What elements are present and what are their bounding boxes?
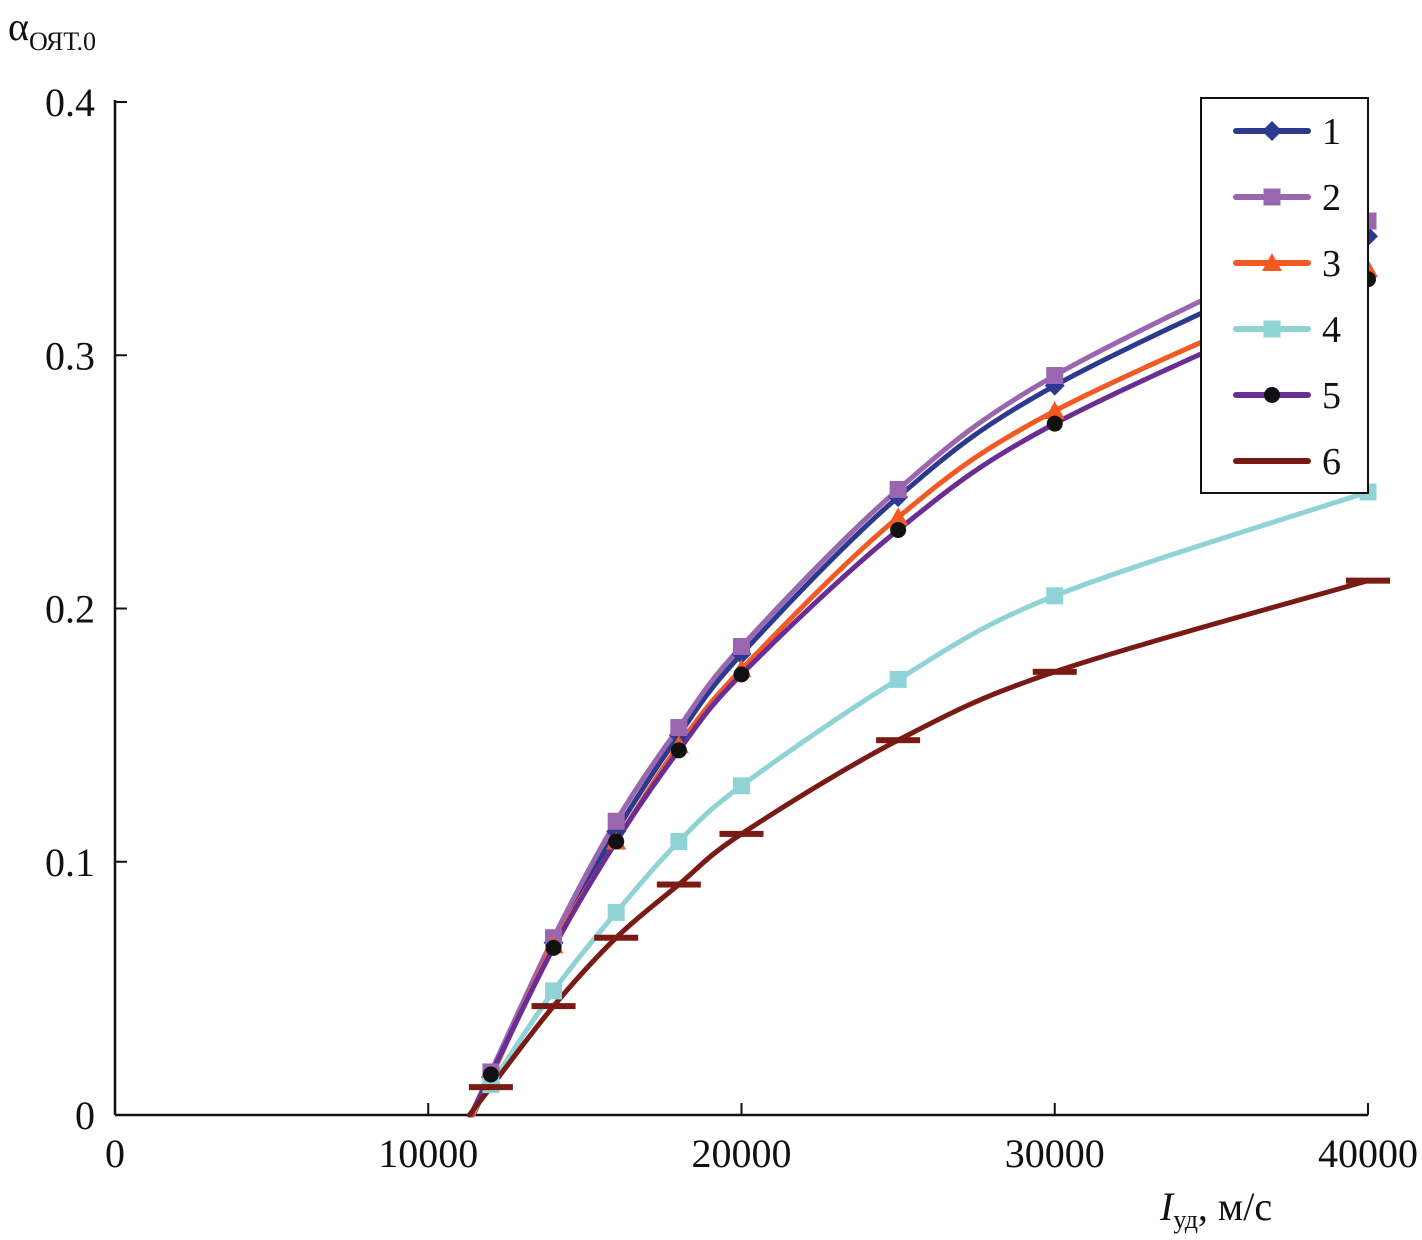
series-line-6 — [466, 578, 1371, 1118]
data-point-5 — [482, 1066, 499, 1083]
data-point-6 — [1346, 577, 1390, 584]
legend-label: 1 — [1322, 111, 1341, 153]
y-tick-label: 0.4 — [45, 80, 95, 125]
legend-item-6: 6 — [1233, 441, 1341, 483]
data-point-6 — [594, 934, 639, 941]
data-point-4 — [889, 670, 907, 688]
x-tick-label: 30000 — [1005, 1131, 1105, 1176]
legend-swatch-marker — [1263, 320, 1281, 338]
data-point-3 — [1044, 400, 1065, 419]
legend-swatch-marker — [1262, 121, 1282, 141]
data-point-5 — [890, 521, 907, 538]
axes — [113, 100, 1368, 1117]
data-point-5 — [733, 666, 750, 683]
data-point-6 — [531, 1003, 576, 1010]
data-point-5 — [1046, 415, 1063, 432]
legend-label: 4 — [1322, 309, 1341, 351]
legend-item-1: 1 — [1233, 111, 1341, 153]
x-axis-title-sub: уд — [1173, 1205, 1198, 1234]
data-point-6 — [1032, 668, 1077, 675]
data-point-5 — [670, 742, 687, 759]
legend: 1 2 3 4 5 6 — [1200, 97, 1369, 494]
data-point-6 — [719, 830, 764, 837]
legend-item-5: 5 — [1233, 375, 1341, 417]
legend-item-3: 3 — [1233, 243, 1341, 285]
series-line-4 — [468, 489, 1371, 1118]
ticks — [114, 101, 1369, 1116]
data-point-5 — [545, 939, 562, 956]
y-tick-label: 0.1 — [45, 840, 95, 885]
legend-swatch-marker — [1264, 387, 1280, 403]
data-point-5 — [608, 833, 625, 850]
tick-labels: 0 10000 20000 30000 40000 0 0.1 0.2 0.3 0.4 — [45, 80, 1418, 1176]
x-axis-title-unit: , м/с — [1198, 1184, 1272, 1229]
legend-label: 2 — [1322, 177, 1341, 219]
data-point-4 — [733, 777, 750, 795]
data-point-2 — [670, 719, 688, 737]
data-point-2 — [889, 480, 907, 498]
x-axis-title-main: I — [1159, 1184, 1175, 1229]
y-axis-title-main: α — [8, 4, 29, 49]
y-tick-label: 0 — [75, 1093, 95, 1138]
data-point-4 — [607, 903, 625, 921]
data-point-6 — [468, 1084, 513, 1091]
data-point-4 — [670, 832, 688, 850]
legend-item-2: 2 — [1233, 177, 1341, 219]
x-axis-title: Iуд, м/с — [1159, 1184, 1272, 1234]
x-tick-label: 20000 — [692, 1131, 792, 1176]
legend-label: 5 — [1322, 375, 1341, 417]
data-point-6 — [656, 881, 701, 888]
legend-label: 3 — [1322, 243, 1341, 285]
legend-box — [1200, 97, 1369, 494]
y-tick-label: 0.2 — [45, 587, 95, 632]
legend-swatch-marker — [1262, 253, 1282, 271]
x-tick-label: 40000 — [1318, 1131, 1418, 1176]
y-axis-title-sub: ОЯТ.0 — [29, 27, 96, 56]
data-point-3 — [888, 507, 909, 526]
data-point-4 — [545, 982, 563, 1000]
data-point-4 — [1046, 587, 1064, 605]
x-tick-label: 10000 — [378, 1131, 478, 1176]
data-point-2 — [1046, 367, 1064, 385]
legend-label: 6 — [1322, 441, 1341, 483]
y-axis-title: αОЯТ.0 — [8, 4, 96, 56]
legend-item-4: 4 — [1233, 309, 1341, 351]
data-point-6 — [876, 737, 921, 744]
data-point-2 — [607, 812, 625, 830]
legend-swatch-marker — [1263, 188, 1281, 206]
data-point-2 — [733, 637, 750, 655]
y-tick-label: 0.3 — [45, 333, 95, 378]
x-tick-label: 0 — [105, 1131, 125, 1176]
series-markers — [468, 212, 1390, 1094]
